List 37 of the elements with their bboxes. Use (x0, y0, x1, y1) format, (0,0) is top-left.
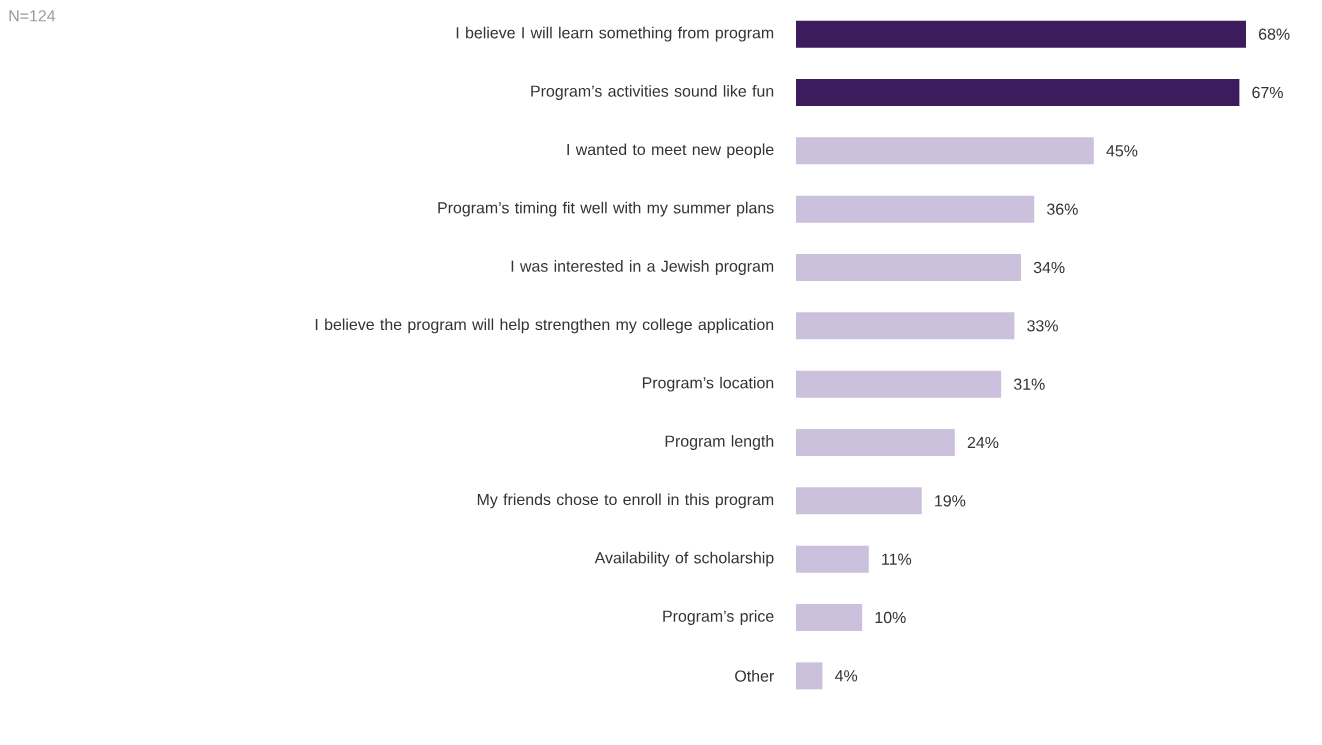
data-label: 33% (1027, 320, 1058, 332)
y-tick-label: My friends chose to enroll in this program (477, 493, 774, 509)
bar (796, 662, 823, 690)
bar (796, 20, 1247, 48)
y-tick-label: I wanted to meet new people (567, 143, 774, 159)
y-tick-label: Other (735, 669, 774, 682)
data-label: 31% (1013, 378, 1045, 390)
y-tick-label: Program length (665, 435, 774, 450)
bar (796, 79, 1240, 106)
data-label: 68% (1259, 28, 1290, 40)
y-tick-label: I believe the program will help strengthen my college application (315, 318, 774, 334)
bar (796, 254, 1021, 281)
bar (796, 545, 869, 573)
y-tick-label: Program’s timing fit well with my summer plans (438, 201, 774, 217)
bar (796, 429, 955, 456)
text: N=124 (9, 10, 56, 22)
data-label: 24% (967, 436, 999, 449)
bar (796, 370, 1002, 398)
data-label: 4% (835, 670, 858, 682)
y-tick-label: Availability of scholarship (594, 551, 774, 567)
data-label: 11% (882, 553, 912, 565)
data-label: 34% (1033, 261, 1065, 274)
y-tick-label: Program’s location (642, 376, 774, 392)
data-label: 10% (875, 611, 906, 624)
data-label: 36% (1047, 203, 1078, 215)
y-tick-label: I was interested in a Jewish program (511, 260, 774, 275)
bar (796, 195, 1035, 223)
data-label: 45% (1106, 145, 1138, 157)
bar (796, 604, 863, 632)
bar (796, 487, 922, 515)
y-tick-label: Program’s price (663, 610, 774, 625)
y-tick-label: Program’s activities sound like fun (531, 85, 774, 100)
data-label: 67% (1252, 86, 1283, 99)
bar (796, 312, 1015, 340)
y-tick-label: I believe I will learn something from program (456, 26, 774, 42)
data-label: 19% (935, 495, 966, 507)
bar (796, 137, 1094, 165)
